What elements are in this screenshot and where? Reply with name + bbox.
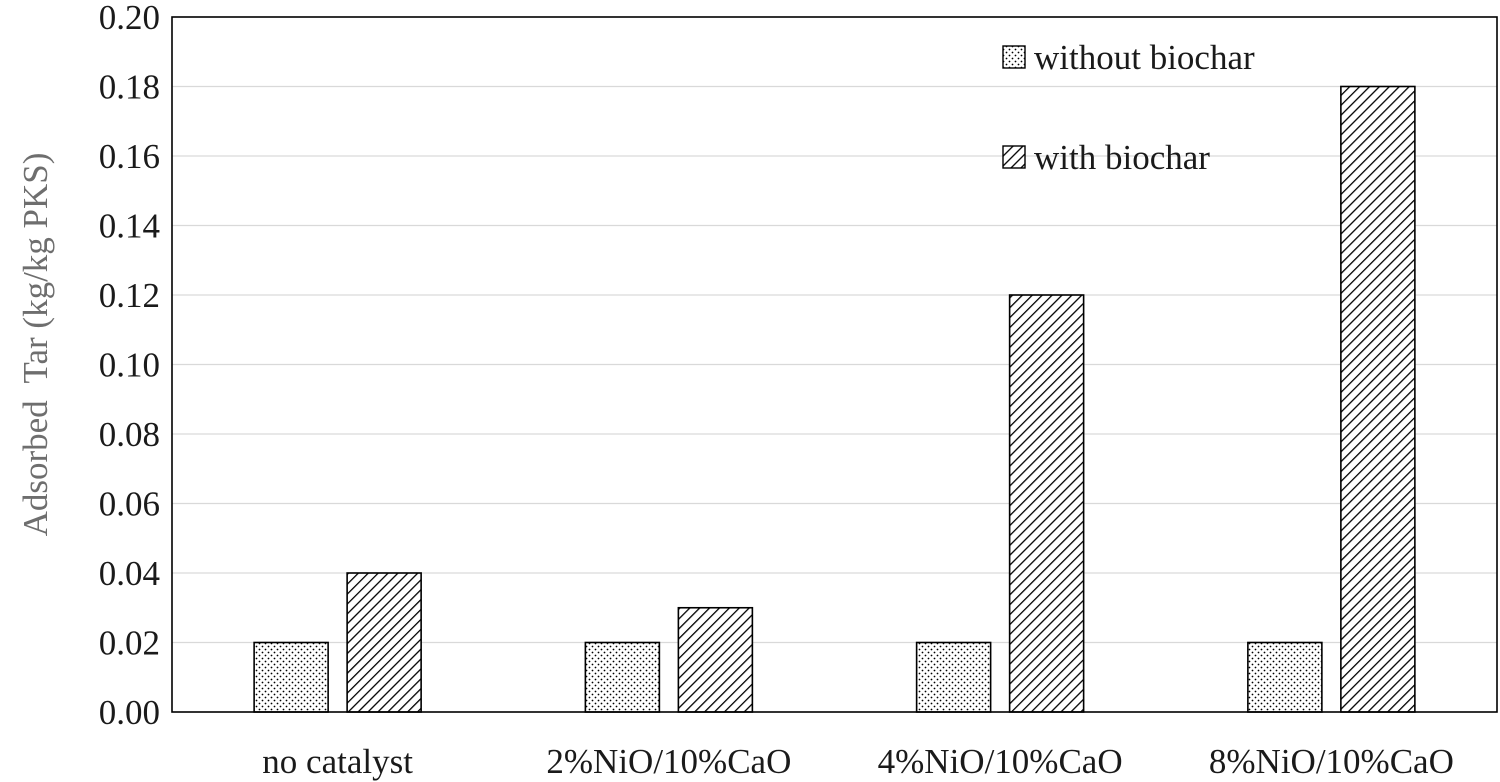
bar-with-biochar	[346, 572, 422, 713]
bar-with-biochar	[677, 606, 754, 713]
x-category-label: 2%NiO/10%CaO	[546, 742, 791, 781]
legend-swatch	[1002, 145, 1026, 169]
y-tick-label: 0.14	[99, 207, 160, 246]
y-tick-label: 0.18	[99, 68, 160, 107]
bar-with-biochar	[1008, 294, 1085, 713]
y-tick-label: 0.04	[99, 554, 160, 593]
x-category-label: 8%NiO/10%CaO	[1209, 742, 1454, 781]
y-tick-label: 0.12	[99, 276, 160, 315]
y-tick-label: 0.20	[99, 0, 160, 37]
y-tick-label: 0.00	[99, 693, 160, 732]
y-tick-label: 0.08	[99, 415, 160, 454]
bars	[253, 85, 1416, 713]
legend-swatch	[1002, 45, 1026, 69]
legend: without biochar with biochar	[1002, 38, 1255, 177]
y-tick-label: 0.16	[99, 137, 160, 176]
y-tick-label: 0.02	[99, 624, 160, 663]
legend-label: without biochar	[1034, 38, 1255, 77]
y-tick-label: 0.06	[99, 485, 160, 524]
bar-without-biochar	[253, 641, 329, 713]
y-tick-label: 0.10	[99, 346, 160, 385]
y-tick-labels: 0.00 0.02 0.04 0.06 0.08 0.10 0.12 0.14 0.16 0.18…	[99, 0, 160, 732]
legend-label: with biochar	[1034, 138, 1210, 177]
bar-with-biochar	[1340, 85, 1416, 713]
axes	[171, 16, 1498, 713]
y-axis-title: Adsorbed Tar (kg/kg PKS)	[16, 153, 55, 537]
x-category-label: no catalyst	[262, 742, 413, 781]
bar-without-biochar	[915, 641, 992, 713]
gridlines	[172, 85, 1497, 644]
x-category-labels: no catalyst 2%NiO/10%CaO 4%NiO/10%CaO 8%NiO…	[262, 742, 1454, 781]
bar-without-biochar	[584, 641, 661, 713]
bar-without-biochar	[1247, 641, 1323, 713]
plot-frame	[171, 16, 1498, 713]
x-category-label: 4%NiO/10%CaO	[878, 742, 1123, 781]
